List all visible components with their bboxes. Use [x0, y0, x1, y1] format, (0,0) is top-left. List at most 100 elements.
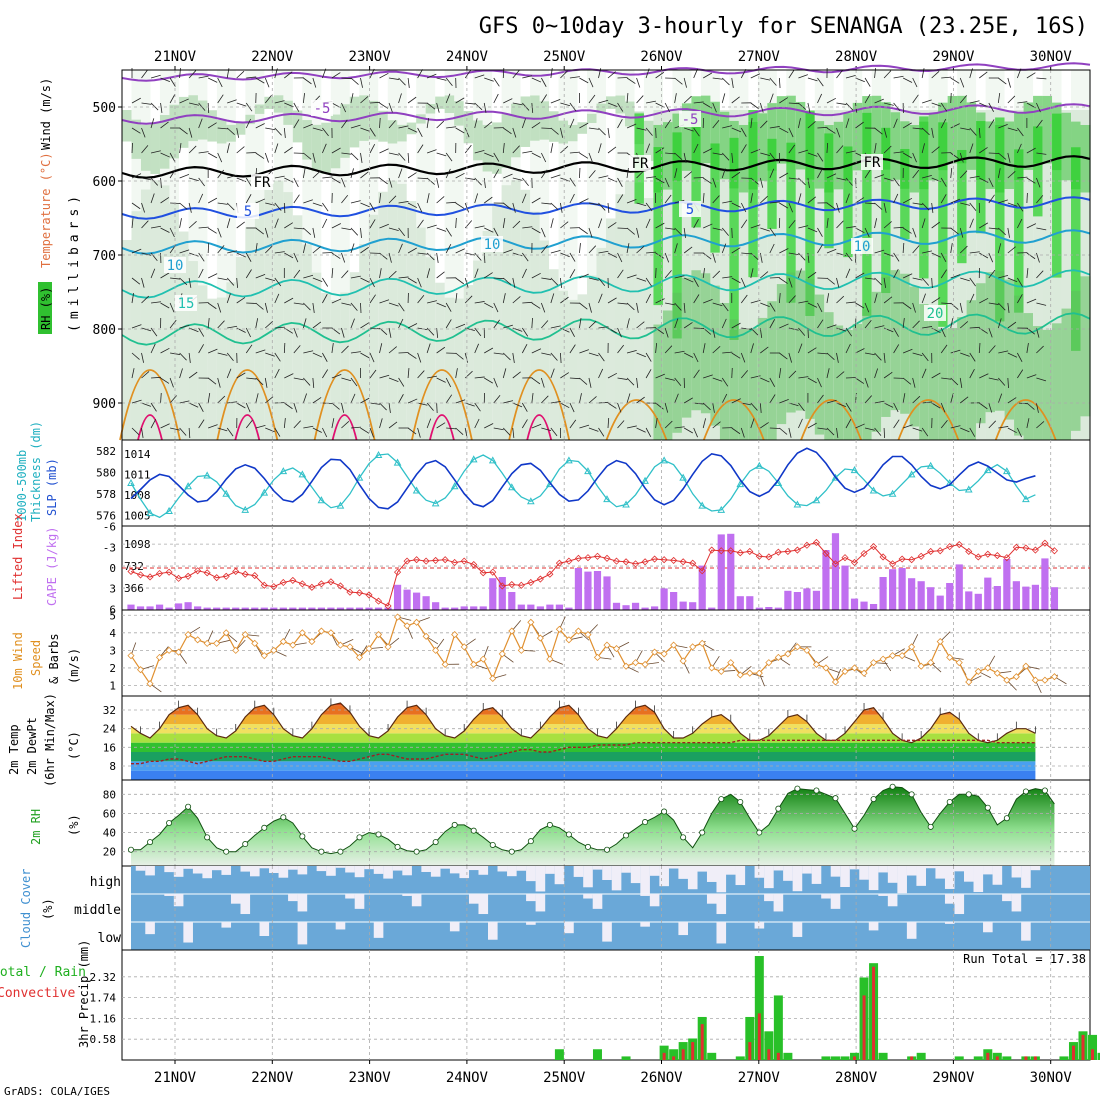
- rh-cell: [169, 104, 180, 159]
- wind-barb: [512, 102, 523, 106]
- cloud-cell: [145, 866, 155, 876]
- wind-barb: [636, 321, 645, 329]
- wind-barb: [969, 326, 980, 329]
- wind-barb: [512, 427, 515, 438]
- wind-barb: [531, 102, 534, 113]
- wind-barb: [788, 327, 799, 331]
- wind-barb: [817, 93, 823, 104]
- thickness-point: [698, 501, 707, 509]
- wind-barb: [750, 102, 760, 110]
- rh-cell: [947, 328, 958, 469]
- wind-barb: [931, 221, 941, 229]
- wind-barb: [455, 127, 465, 134]
- rh-cell: [1052, 323, 1063, 464]
- wind-barb: [664, 119, 672, 129]
- thickness-point: [469, 455, 478, 463]
- wind-barb: [531, 197, 541, 204]
- wind-barb: [969, 368, 975, 379]
- rh-cell: [928, 320, 939, 461]
- wind-barb: [226, 127, 235, 135]
- wind-speed-point: [698, 639, 706, 647]
- wind-barb: [674, 243, 678, 254]
- rh-cell: [824, 133, 835, 249]
- wind-barb: [864, 302, 870, 313]
- cloud-cell: [925, 866, 936, 869]
- rh-cell: [482, 231, 493, 440]
- wind-barb: [1017, 176, 1028, 179]
- wind-barb: [541, 77, 547, 87]
- wind-barb: [817, 77, 824, 87]
- wind-barb: [512, 252, 523, 257]
- thickness-point: [983, 466, 992, 474]
- cloud-cell: [649, 894, 660, 907]
- rh-point: [661, 808, 668, 815]
- wind-barb: [255, 227, 264, 235]
- wind-barb: [398, 352, 409, 354]
- wind-barb: [960, 352, 970, 357]
- wind-barb: [302, 318, 307, 329]
- lifted-index-point: [974, 553, 982, 561]
- wind-barb: [979, 102, 989, 108]
- wind-barb: [798, 102, 807, 110]
- rh-cell: [178, 96, 190, 148]
- wind-barb: [436, 422, 446, 429]
- cape-bar: [374, 607, 383, 610]
- wind-barb: [845, 301, 856, 304]
- wind-barb: [274, 202, 282, 211]
- lifted-index-point: [527, 578, 535, 587]
- cloud-cell: [992, 866, 1003, 885]
- rh-cell: [852, 102, 863, 171]
- rh-point: [166, 820, 173, 827]
- wind-barb: [864, 169, 871, 179]
- thickness-point: [260, 488, 269, 496]
- thickness-point: [622, 500, 630, 508]
- wind-barb: [255, 243, 258, 254]
- wind-barb: [350, 168, 354, 179]
- wind-barb: [236, 146, 245, 154]
- wind-speed-point: [298, 629, 306, 637]
- rh-cell: [425, 257, 436, 440]
- cloud-cell: [678, 866, 688, 879]
- wind-barb: [941, 302, 952, 305]
- wind-barb: [341, 102, 347, 113]
- wind-barb: [207, 318, 210, 329]
- wind-barb: [721, 227, 729, 236]
- rh-cell: [178, 231, 190, 440]
- wind-barb: [465, 252, 476, 256]
- wind-barb: [731, 171, 741, 179]
- rh-cell: [188, 95, 199, 142]
- wind-barb: [503, 324, 513, 329]
- thickness-point: [812, 496, 821, 504]
- wind-barb: [864, 395, 873, 404]
- wind-barb: [683, 427, 694, 434]
- date-tick-label: 21NOV: [154, 1070, 197, 1086]
- wind-barb: [588, 77, 594, 88]
- wind-barb: [560, 102, 571, 107]
- wind-barb: [208, 424, 218, 429]
- rh-label-a: 2m RH: [29, 809, 43, 845]
- wind-barb: [874, 98, 884, 104]
- wind-barb: [302, 168, 306, 179]
- rh-cell: [871, 110, 882, 440]
- wind-speed-point: [393, 613, 402, 621]
- cloud-cell: [202, 866, 212, 879]
- lifted-index-point: [346, 588, 354, 596]
- wind-barb: [826, 352, 835, 360]
- wind-barb: [988, 269, 996, 279]
- rh-cell: [957, 95, 968, 164]
- wind-speed-point: [1003, 676, 1011, 684]
- rh-cell: [197, 100, 209, 140]
- wind-barb: [617, 402, 622, 413]
- wind-barb: [360, 322, 370, 329]
- rh-cell: [568, 299, 579, 440]
- wind-barb: [369, 294, 376, 304]
- wind-barb: [150, 252, 158, 262]
- wind-barb: [960, 202, 971, 206]
- wind-barb: [617, 119, 623, 129]
- cape-bar: [536, 606, 544, 610]
- wind-speed-point: [327, 629, 335, 637]
- date-tick-label: 22NOV: [251, 49, 294, 65]
- wind-barb: [436, 402, 438, 414]
- wind-barb: [969, 202, 977, 212]
- cloud-cell: [383, 866, 393, 879]
